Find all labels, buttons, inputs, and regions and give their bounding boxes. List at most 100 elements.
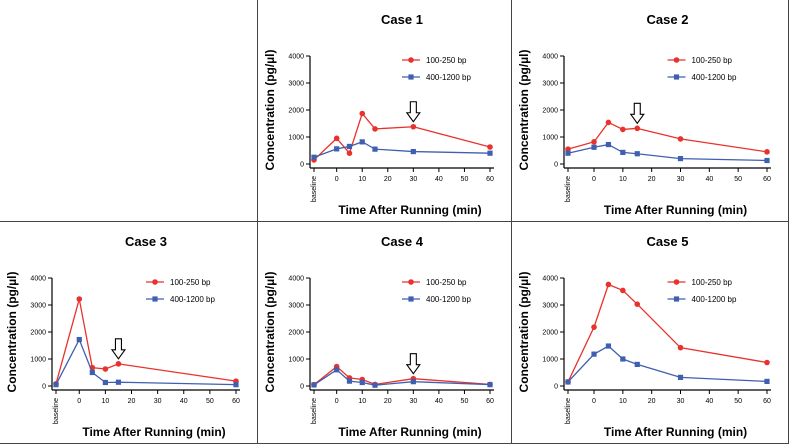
x-tick-label: 40 bbox=[705, 398, 713, 405]
data-point-2 bbox=[115, 379, 122, 385]
legend-label: 400-1200 bp bbox=[426, 73, 471, 82]
x-tick-label: 30 bbox=[409, 398, 417, 405]
x-tick-label: 30 bbox=[154, 398, 162, 405]
x-tick-label: 0 bbox=[335, 398, 339, 405]
data-point-1 bbox=[677, 344, 684, 351]
chart-title: Case 5 bbox=[647, 234, 689, 249]
legend-label: 100-250 bp bbox=[426, 56, 467, 65]
data-point-1 bbox=[565, 146, 571, 152]
annotation-arrow bbox=[110, 338, 127, 360]
chart-panel-case-2: Case 2 0 1000 2000 3000 4000 baseline 0 10 20 30 40… bbox=[512, 0, 789, 222]
data-point-1 bbox=[359, 110, 366, 117]
chart-title: Case 2 bbox=[647, 12, 689, 27]
x-tick-label: 40 bbox=[705, 176, 713, 183]
data-point-2 bbox=[605, 141, 612, 148]
x-tick-label: 20 bbox=[648, 176, 656, 183]
legend-marker bbox=[408, 279, 414, 285]
data-point-2 bbox=[565, 379, 571, 385]
y-axis-label: Concentration (pg/µl) bbox=[517, 50, 531, 171]
x-axis-label: Time After Running (min) bbox=[82, 425, 225, 439]
annotation-arrow bbox=[405, 101, 421, 123]
data-point-1 bbox=[764, 149, 770, 155]
data-point-2 bbox=[359, 139, 365, 145]
data-point-2 bbox=[233, 382, 239, 388]
y-tick-label: 1000 bbox=[542, 135, 558, 142]
data-point-1 bbox=[677, 136, 684, 142]
data-point-1 bbox=[346, 150, 353, 156]
y-tick-label: 3000 bbox=[30, 303, 46, 310]
y-axis-label: Concentration (pg/µl) bbox=[263, 50, 277, 171]
data-point-2 bbox=[565, 150, 571, 156]
series-line-1 bbox=[55, 298, 237, 385]
data-point-2 bbox=[591, 351, 597, 357]
chart-panel-case-1: Case 1 0 1000 2000 3000 4000 baseline 0 10 20 30 40… bbox=[258, 0, 512, 222]
y-tick-label: 4000 bbox=[542, 54, 558, 61]
x-tick-label: baseline bbox=[311, 398, 318, 424]
x-tick-label: 60 bbox=[486, 176, 494, 183]
data-point-2 bbox=[76, 336, 82, 343]
y-tick-label: 3000 bbox=[542, 303, 558, 310]
data-point-2 bbox=[334, 146, 340, 152]
y-tick-label: 2000 bbox=[542, 330, 558, 337]
y-tick-label: 4000 bbox=[542, 276, 558, 283]
data-point-2 bbox=[102, 379, 108, 386]
chart-panel-case-4: Case 4 0 1000 2000 3000 4000 baseline 0 10 20 30 40… bbox=[258, 222, 512, 444]
data-point-2 bbox=[634, 361, 640, 367]
chart-title: Case 4 bbox=[381, 234, 424, 249]
x-tick-label: 40 bbox=[435, 176, 443, 183]
x-tick-label: 60 bbox=[763, 398, 771, 405]
legend-label: 400-1200 bp bbox=[170, 295, 215, 304]
data-point-2 bbox=[620, 149, 626, 155]
data-point-1 bbox=[620, 126, 626, 133]
chart-title: Case 3 bbox=[125, 234, 167, 249]
x-tick-label: 10 bbox=[619, 398, 627, 405]
legend-label: 100-250 bp bbox=[170, 278, 211, 287]
x-tick-label: 0 bbox=[77, 398, 81, 405]
legend-label: 100-250 bp bbox=[692, 56, 733, 65]
x-tick-label: 60 bbox=[232, 398, 240, 405]
legend-marker bbox=[673, 57, 680, 63]
chart-panel-case-5: Case 5 0 1000 2000 3000 4000 baseline 0 10 20 30 40… bbox=[512, 222, 789, 444]
data-point-2 bbox=[410, 379, 416, 385]
data-point-2 bbox=[764, 157, 770, 164]
legend-marker bbox=[673, 296, 680, 302]
data-point-1 bbox=[620, 287, 626, 294]
data-point-2 bbox=[605, 343, 612, 349]
series-line-1 bbox=[567, 121, 768, 153]
x-tick-label: baseline bbox=[311, 176, 318, 202]
y-tick-label: 0 bbox=[300, 384, 304, 391]
y-tick-label: 1000 bbox=[288, 357, 304, 364]
x-tick-label: 0 bbox=[592, 176, 596, 183]
empty-panel bbox=[0, 0, 258, 222]
x-tick-label: 10 bbox=[101, 398, 109, 405]
x-tick-label: 50 bbox=[461, 176, 469, 183]
data-point-1 bbox=[372, 126, 378, 132]
data-point-2 bbox=[359, 379, 365, 386]
y-tick-label: 2000 bbox=[288, 108, 304, 115]
legend-label: 100-250 bp bbox=[692, 278, 733, 287]
annotation-arrow bbox=[405, 353, 421, 375]
data-point-2 bbox=[334, 367, 340, 373]
legend-marker bbox=[673, 74, 680, 80]
series-line-2 bbox=[55, 337, 237, 386]
y-axis-label: Concentration (pg/µl) bbox=[263, 272, 277, 393]
y-tick-label: 2000 bbox=[288, 330, 304, 337]
x-tick-label: 30 bbox=[677, 176, 685, 183]
y-tick-label: 0 bbox=[554, 162, 558, 169]
x-tick-label: 40 bbox=[435, 398, 443, 405]
x-axis-label: Time After Running (min) bbox=[338, 203, 481, 217]
data-point-2 bbox=[89, 369, 95, 376]
x-tick-label: 50 bbox=[734, 398, 742, 405]
x-tick-label: 20 bbox=[648, 398, 656, 405]
data-point-2 bbox=[346, 143, 353, 150]
legend-marker bbox=[408, 296, 414, 302]
data-point-1 bbox=[591, 139, 597, 145]
data-point-1 bbox=[115, 361, 122, 367]
data-point-1 bbox=[634, 125, 641, 132]
data-point-2 bbox=[372, 146, 378, 152]
data-point-1 bbox=[605, 119, 612, 126]
legend-marker bbox=[408, 57, 414, 63]
x-tick-label: 60 bbox=[486, 398, 494, 405]
data-point-2 bbox=[620, 356, 626, 362]
